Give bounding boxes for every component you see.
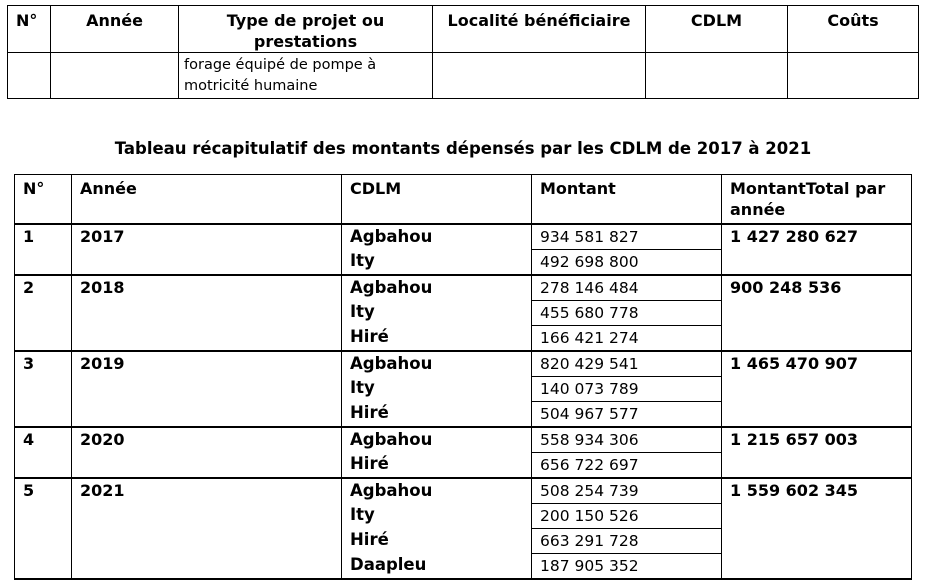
col-header-type: Type de projet ou prestations xyxy=(178,5,433,53)
col-header-montant: Montant xyxy=(531,174,722,224)
projects-table: N° Année Type de projet ou prestations L… xyxy=(7,5,919,99)
cell-cdlm: Ity xyxy=(341,503,532,528)
col-header-total: MontantTotal par année xyxy=(721,174,912,224)
table-row: Hiré 663 291 728 xyxy=(15,527,912,554)
col-header-total-line2: année xyxy=(730,200,786,219)
table-row: Hiré 504 967 577 xyxy=(15,400,912,428)
table-row: Ity 492 698 800 xyxy=(15,248,912,276)
cell-num xyxy=(7,52,51,99)
cell-total: 1 559 602 345 xyxy=(721,476,912,580)
cell-num: 3 xyxy=(14,349,72,428)
cell-amount: 656 722 697 xyxy=(531,451,722,479)
cell-num: 4 xyxy=(14,425,72,479)
cell-couts xyxy=(787,52,919,99)
cell-year: 2019 xyxy=(71,349,342,428)
col-header-localite: Localité bénéficiaire xyxy=(432,5,646,53)
cell-cdlm: Hiré xyxy=(341,401,532,428)
cell-cdlm: Hiré xyxy=(341,325,532,352)
cell-num: 2 xyxy=(14,273,72,352)
cell-type-line1: forage équipé de pompe à xyxy=(184,57,377,73)
cell-total: 1 465 470 907 xyxy=(721,349,912,428)
cell-year: 2020 xyxy=(71,425,342,479)
cell-total: 900 248 536 xyxy=(721,273,912,352)
cell-cdlm: Hiré xyxy=(341,452,532,479)
cell-cdlm: Agbahou xyxy=(341,425,532,452)
summary-header-row: N° Année CDLM Montant MontantTotal par a… xyxy=(14,174,912,224)
summary-table: N° Année CDLM Montant MontantTotal par a… xyxy=(14,174,912,580)
col-header-annee: Année xyxy=(50,5,179,53)
cell-amount: 140 073 789 xyxy=(531,375,722,402)
cell-amount: 508 254 739 xyxy=(531,476,722,504)
cell-localite xyxy=(432,52,646,99)
cell-year: 2021 xyxy=(71,476,342,580)
summary-title: Tableau récapitulatif des montants dépen… xyxy=(114,139,812,158)
col-header-annee: Année xyxy=(71,174,342,224)
cell-cdlm: Ity xyxy=(341,249,532,276)
cell-cdlm: Ity xyxy=(341,376,532,401)
table-row: 3 2019 Agbahou 820 429 541 1 465 470 907 xyxy=(14,349,912,428)
cell-year: 2018 xyxy=(71,273,342,352)
cell-amount: 820 429 541 xyxy=(531,349,722,377)
cell-num: 5 xyxy=(14,476,72,580)
cell-amount: 934 581 827 xyxy=(531,222,722,250)
table-row: Ity 200 150 526 xyxy=(15,502,912,529)
cell-total: 1 427 280 627 xyxy=(721,222,912,276)
cell-cdlm: Agbahou xyxy=(341,273,532,300)
table-row: 5 2021 Agbahou 508 254 739 1 559 602 345 xyxy=(14,476,912,580)
table-row: Hiré 166 421 274 xyxy=(15,324,912,352)
cell-amount: 492 698 800 xyxy=(531,248,722,276)
projects-header-row: N° Année Type de projet ou prestations L… xyxy=(7,5,919,53)
cell-year: 2017 xyxy=(71,222,342,276)
table-row: 1 2017 Agbahou 934 581 827 1 427 280 627 xyxy=(14,222,912,276)
cell-amount: 504 967 577 xyxy=(531,400,722,428)
cell-cdlm: Hiré xyxy=(341,528,532,553)
table-row: Daapleu 187 905 352 xyxy=(15,552,912,580)
col-header-num: N° xyxy=(14,174,72,224)
cell-cdlm: Daapleu xyxy=(341,553,532,580)
col-header-cdlm: CDLM xyxy=(645,5,788,53)
col-header-num: N° xyxy=(7,5,51,53)
cell-cdlm: Agbahou xyxy=(341,222,532,249)
table-row: 2 2018 Agbahou 278 146 484 900 248 536 xyxy=(14,273,912,352)
cell-num: 1 xyxy=(14,222,72,276)
table-row: forage équipé de pompe à motricité humai… xyxy=(7,52,919,99)
table-row: Ity 140 073 789 xyxy=(15,375,912,402)
summary-body: 1 2017 Agbahou 934 581 827 1 427 280 627 Ity 4… xyxy=(14,222,912,580)
cell-amount: 558 934 306 xyxy=(531,425,722,453)
cell-amount: 663 291 728 xyxy=(531,527,722,554)
col-header-total-line1: MontantTotal par xyxy=(730,179,886,198)
table-row: 4 2020 Agbahou 558 934 306 1 215 657 003 xyxy=(14,425,912,479)
cell-type-line2: motricité humaine xyxy=(184,78,318,94)
col-header-couts: Coûts xyxy=(787,5,919,53)
cell-amount: 187 905 352 xyxy=(531,552,722,580)
cell-cdlm: Agbahou xyxy=(341,349,532,376)
cell-amount: 200 150 526 xyxy=(531,502,722,529)
cell-cdlm: Agbahou xyxy=(341,476,532,503)
cell-amount: 166 421 274 xyxy=(531,324,722,352)
cell-total: 1 215 657 003 xyxy=(721,425,912,479)
cell-amount: 455 680 778 xyxy=(531,299,722,326)
cell-cdlm xyxy=(645,52,788,99)
cell-type: forage équipé de pompe à motricité humai… xyxy=(178,52,433,99)
cell-cdlm: Ity xyxy=(341,300,532,325)
cell-annee xyxy=(50,52,179,99)
table-row: Ity 455 680 778 xyxy=(15,299,912,326)
cell-amount: 278 146 484 xyxy=(531,273,722,301)
col-header-cdlm: CDLM xyxy=(341,174,532,224)
